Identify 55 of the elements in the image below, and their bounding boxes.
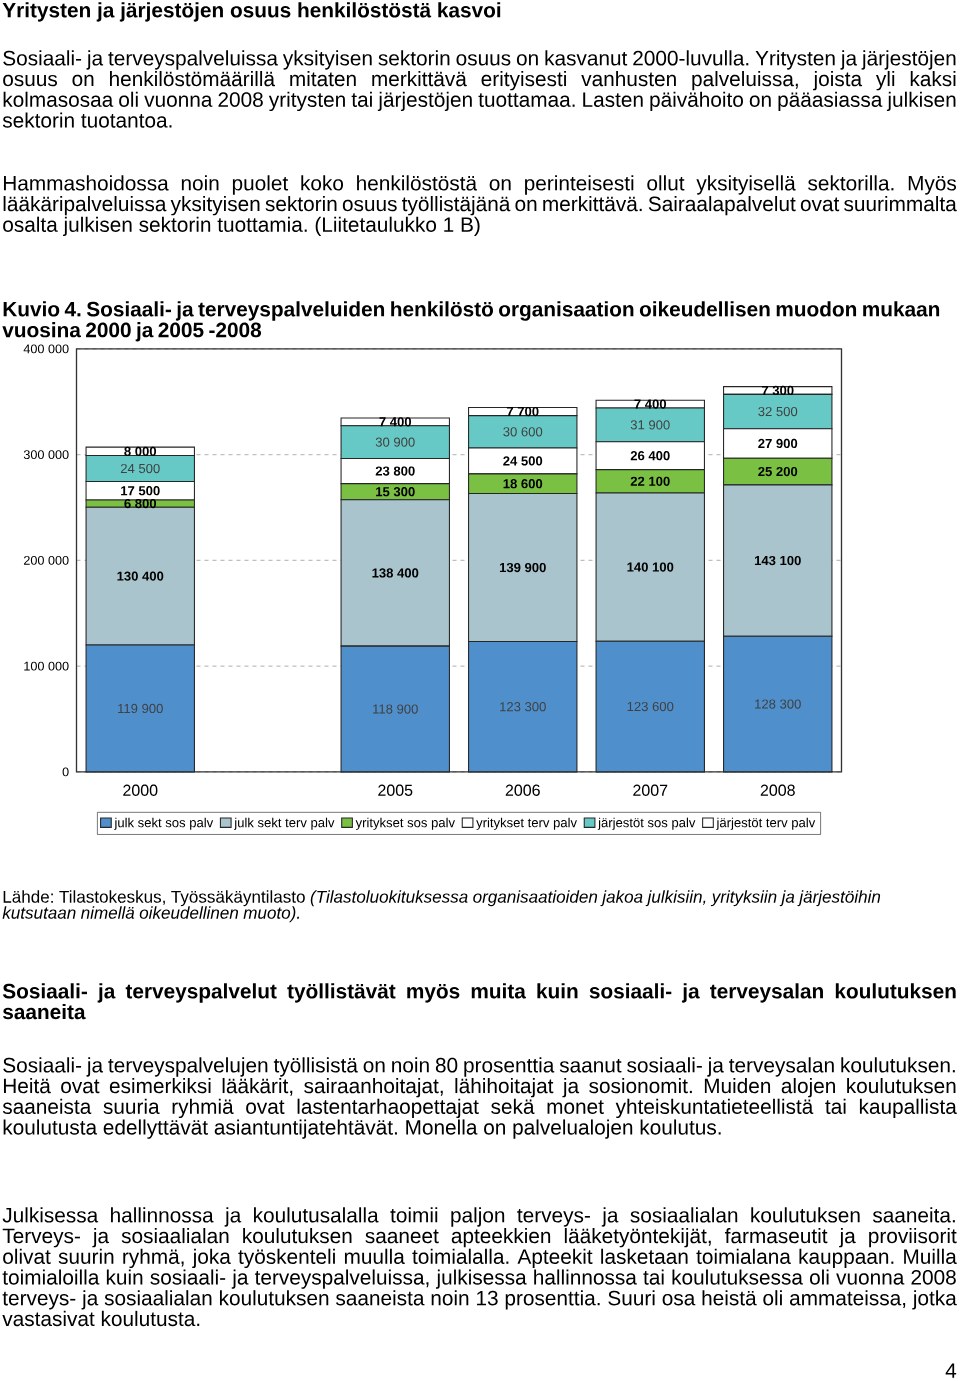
y-tick-label: 0 [62, 767, 69, 777]
data-label: 24 500 [120, 463, 160, 474]
data-label: 7 400 [634, 399, 667, 409]
data-label: 119 900 [118, 703, 163, 714]
data-label: 31 900 [630, 420, 670, 430]
x-tick-label: 2008 [760, 784, 795, 796]
legend-label: yritykset sos palv [355, 817, 455, 830]
legend-label: järjestöt terv palv [716, 817, 816, 830]
data-label: 17 500 [121, 486, 160, 496]
chart-title: Kuvio 4. Sosiaali- ja terveyspalveluiden henkilöstö organisaation oikeudellisen muodon mukaan vuosina 2000 ja 2005 -2008 [2, 301, 940, 342]
data-label: 7 300 [761, 385, 794, 396]
data-label: 32 500 [758, 406, 798, 417]
legend-label: julk sekt sos palv [114, 817, 214, 830]
x-tick-label: 2007 [633, 784, 668, 796]
text: Hammashoidossa noin puolet koko henkilöstöstä on perinteisesti ollut yksityisellä sektorilla. Myös lääkäripalveluissa yksityisen sektorin osuus työllistäjänä on merkittävä. Sairaalapalvelut ovat suurimmalta osalta julkisen sektorin tuottamia. (Liitetaulukko 1 B) [3, 175, 957, 237]
data-label: 30 600 [503, 427, 543, 437]
data-label: 6 800 [124, 498, 157, 509]
data-label: 15 300 [376, 487, 415, 497]
text: Yritysten ja järjestöjen osuus henkilöstöstä kasvoi [2, 2, 501, 22]
data-label: 123 600 [627, 701, 674, 712]
data-label: 139 900 [499, 562, 546, 573]
data-label: 138 400 [372, 568, 419, 578]
x-tick-label: 2000 [123, 784, 158, 796]
data-label: 130 400 [117, 571, 164, 581]
data-label: 30 900 [375, 437, 415, 447]
text: Sosiaali- ja terveyspalvelut työllistävät myös muita kuin sosiaali- ja terveysalan koulutuksen saaneita [2, 983, 956, 1020]
data-label: 24 500 [503, 456, 543, 466]
x-tick-label: 2006 [505, 784, 540, 796]
text: Sosiaali- ja terveyspalvelujen työllisistä on noin 80 prosenttia saanut sosiaali- ja terveysalan koulutuksen. Heitä ovat esimerkiksi lääkärit, sairaanhoitajat, lähihoitajat ja sosionomit. Muiden alojen koulutuksen saaneista suuria ryhmiä ovat lastentarhaopettajat sekä monet yhteiskuntatieteellistä tai kaupallista koulutusta edellyttävät asiantuntijatehtävät. Monella on palvelualojen koulutus. [2, 1057, 957, 1139]
y-tick-label: 100 000 [24, 661, 69, 671]
data-label: 7 400 [379, 417, 412, 427]
legend-label: julk sekt terv palv [233, 817, 335, 830]
y-tick-label: 400 000 [23, 344, 69, 354]
data-label: 26 400 [630, 451, 670, 461]
legend-label: järjestöt sos palv [597, 817, 696, 830]
data-label: 8 000 [124, 446, 157, 456]
data-label: 140 100 [627, 562, 674, 572]
data-label: 27 900 [758, 438, 798, 449]
data-label: 143 100 [754, 555, 801, 566]
data-label: 118 900 [373, 704, 418, 714]
data-label: 123 300 [500, 702, 546, 712]
text: Julkisessa hallinnossa ja koulutusalalla toimii paljon terveys- ja sosiaalialan koulutuksen saaneita. Terveys- ja sosiaalialan koulutuksen saaneet apteekkien lääketyöntekijät, farmaseutit ja proviisorit olivat suurin ryhmä, joka työskenteli muulla toimialalla. Apteekit lasketaan toimialana kauppaan. Muilla toimialoilla kuin sosiaali- ja terveyspalveluissa, julkisessa hallinnossa tai koulutuksessa oli vuonna 2008 terveys- ja sosiaalialan koulutuksen saaneista noin 13 prosenttia. Suuri osa heistä oli ammateissa, jotka vastasivat koulutusta. [2, 1207, 957, 1327]
y-tick-label: 300 000 [23, 450, 69, 460]
data-label: 128 300 [755, 699, 801, 709]
y-tick-label: 200 000 [23, 555, 69, 565]
data-label: 18 600 [503, 479, 543, 489]
data-label: 25 200 [758, 466, 798, 477]
data-label: 23 800 [375, 466, 415, 476]
text: Sosiaali- ja terveyspalveluissa yksityisen sektorin osuus on kasvanut 2000-luvulla. Yritysten ja järjestöjen osuus on henkilöstömäärillä mitaten merkittävä erityisesti vanhusten palveluissa, joista yli kaksi kolmasosaa oli vuonna 2008 yritysten tai järjestöjen tuottamaa. Lasten päivähoito on pääasiassa julkisen sektorin tuotantoa. [2, 50, 956, 128]
data-label: 22 100 [630, 476, 670, 486]
legend-label: yritykset terv palv [476, 817, 577, 830]
text: Lähde: Tilastokeskus, Työssäkäyntilasto (Tilastoluokituksessa organisaatioiden jakoa julkisiin, yrityksiin ja järjestöihin kutsutaan nimellä oikeudellinen muoto). [2, 890, 881, 923]
data-label: 7 700 [506, 406, 539, 417]
x-tick-label: 2005 [378, 784, 413, 796]
text: 4 [945, 1363, 957, 1378]
